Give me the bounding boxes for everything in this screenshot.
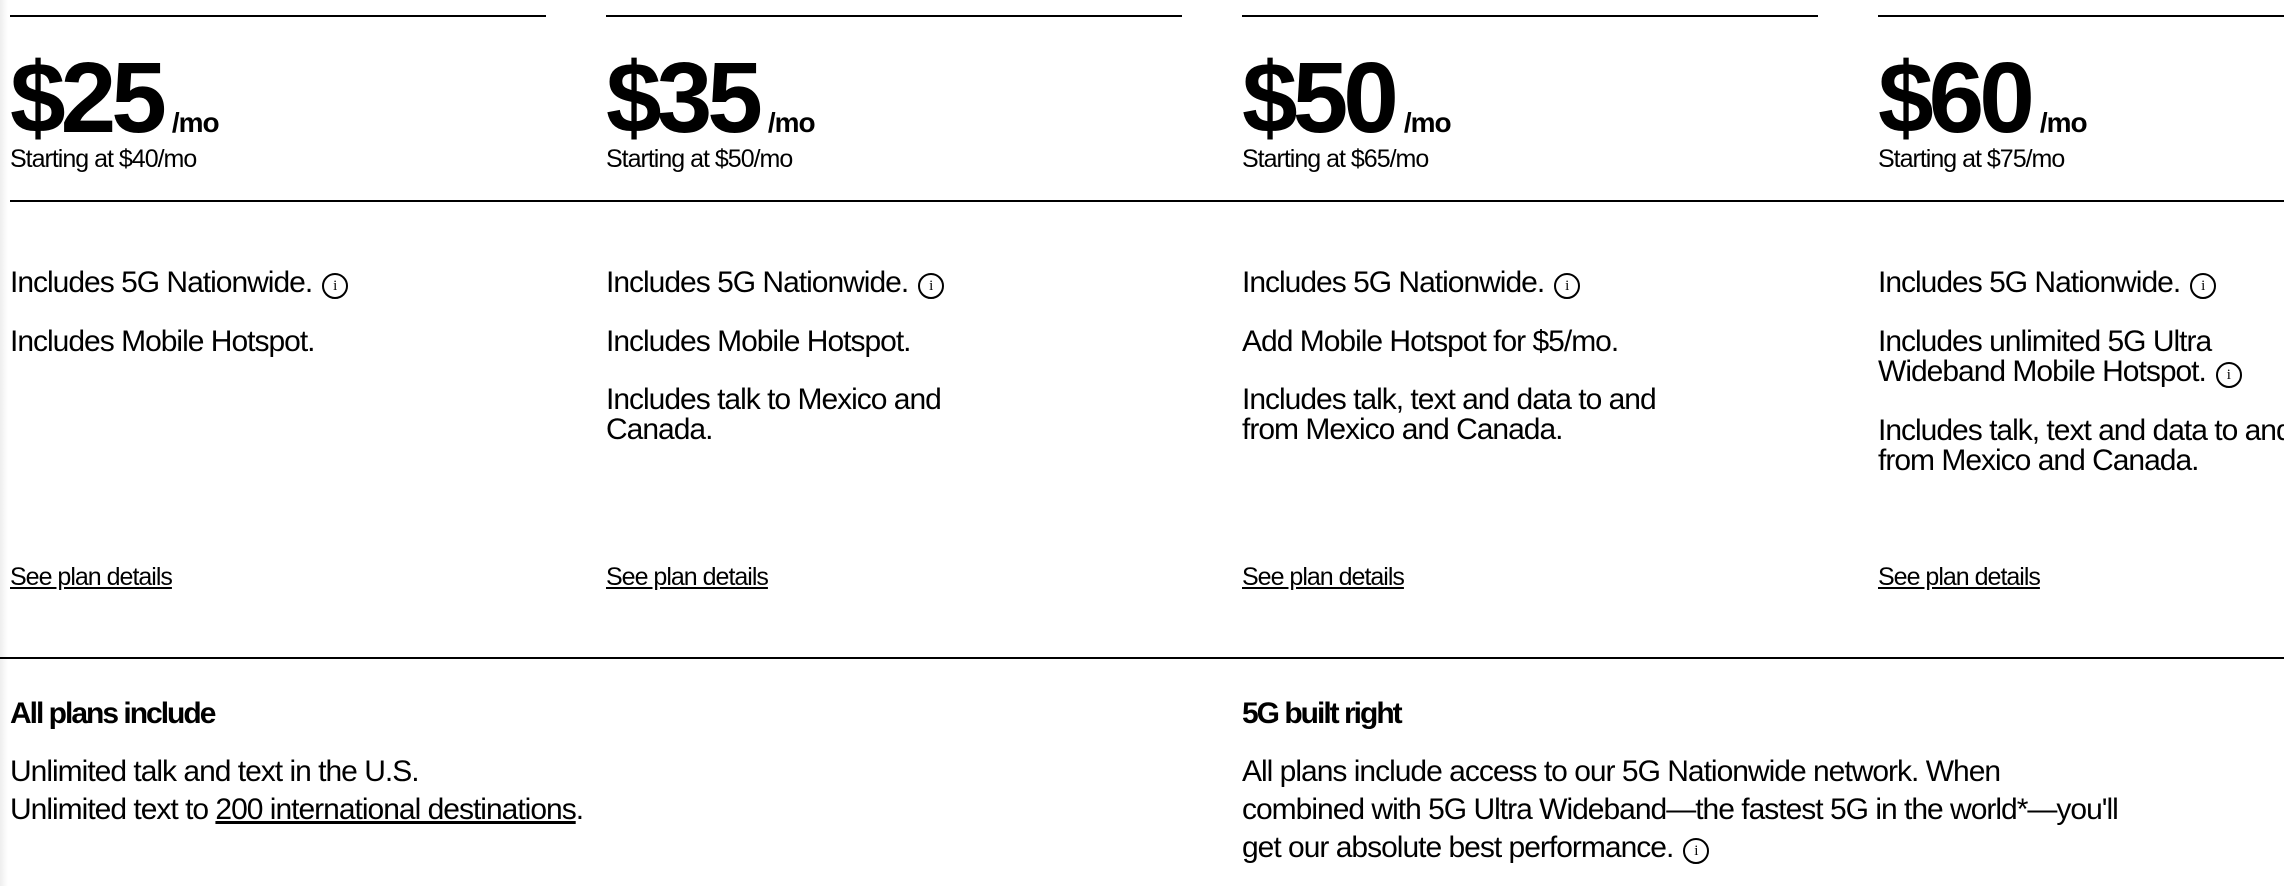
- international-destinations-link[interactable]: 200 international destinations: [215, 793, 576, 826]
- plan-card: $35/mo Starting at $50/mo Includes 5G Na…: [606, 0, 1222, 640]
- feature-text: Includes Mobile Hotspot.: [606, 325, 912, 358]
- page-edge-shadow: [0, 0, 8, 886]
- plan-feature: Includes Mobile Hotspot.: [10, 327, 430, 357]
- see-plan-details-link[interactable]: See plan details: [1878, 563, 2041, 591]
- plan-features: Includes 5G Nationwide. i Add Mobile Hotsp…: [1242, 268, 1662, 473]
- section-line: Unlimited text to 200 international dest…: [10, 791, 910, 829]
- price-amount: $60: [1878, 42, 2035, 154]
- plan-feature: Includes talk, text and data to and from…: [1242, 385, 1662, 445]
- plan-features: Includes 5G Nationwide. i Includes Mobile …: [606, 268, 1026, 473]
- see-plan-details-link[interactable]: See plan details: [1242, 563, 1405, 591]
- price-period: /mo: [1403, 107, 1452, 138]
- feature-text: Includes unlimited 5G Ultra Wideband Mob…: [1878, 325, 2212, 388]
- plan-card: $60/mo Starting at $75/mo Includes 5G Na…: [1878, 0, 2284, 640]
- section-title: 5G built right: [1242, 697, 1403, 730]
- all-plans-include-section: All plans include Unlimited talk and tex…: [10, 697, 910, 829]
- plan-feature: Includes 5G Nationwide. i: [1878, 268, 2284, 299]
- plan-features: Includes 5G Nationwide. i Includes unlimit…: [1878, 268, 2284, 504]
- plan-feature: Add Mobile Hotspot for $5/mo.: [1242, 327, 1662, 357]
- info-icon[interactable]: i: [1683, 838, 1710, 864]
- see-plan-details-link[interactable]: See plan details: [606, 563, 769, 591]
- feature-text: Includes talk, text and data to and from…: [1878, 414, 2284, 477]
- starting-price: Starting at $75/mo: [1878, 145, 2065, 173]
- plan-price: $60/mo: [1878, 48, 2088, 148]
- plan-feature: Includes unlimited 5G Ultra Wideband Mob…: [1878, 327, 2284, 388]
- text: All plans include access to our 5G Natio…: [1242, 755, 2119, 864]
- plan-price: $25/mo: [10, 48, 220, 148]
- plan-card: $50/mo Starting at $65/mo Includes 5G Na…: [1242, 0, 1858, 640]
- plan-card: $25/mo Starting at $40/mo Includes 5G Na…: [10, 0, 586, 640]
- price-period: /mo: [2039, 107, 2088, 138]
- text: .: [575, 793, 584, 826]
- feature-text: Includes Mobile Hotspot.: [10, 325, 316, 358]
- plan-top-rule: [1878, 15, 2284, 17]
- price-period: /mo: [767, 107, 816, 138]
- section-title: All plans include: [10, 697, 216, 730]
- 5g-built-right-section: 5G built right All plans include access …: [1242, 697, 2122, 867]
- starting-price: Starting at $65/mo: [1242, 145, 1429, 173]
- divider: [10, 200, 2284, 202]
- plan-top-rule: [606, 15, 1182, 17]
- feature-text: Includes talk, text and data to and from…: [1242, 383, 1657, 446]
- starting-price: Starting at $50/mo: [606, 145, 793, 173]
- info-icon[interactable]: i: [322, 273, 349, 299]
- feature-text: Add Mobile Hotspot for $5/mo.: [1242, 325, 1619, 358]
- starting-price: Starting at $40/mo: [10, 145, 197, 173]
- info-icon[interactable]: i: [1554, 273, 1581, 299]
- plan-feature: Includes talk, text and data to and from…: [1878, 416, 2284, 476]
- section-body: All plans include access to our 5G Natio…: [1242, 753, 2122, 867]
- plan-feature: Includes 5G Nationwide. i: [606, 268, 1026, 299]
- info-icon[interactable]: i: [918, 273, 945, 299]
- info-icon[interactable]: i: [2190, 273, 2217, 299]
- plan-price: $35/mo: [606, 48, 816, 148]
- price-period: /mo: [171, 107, 220, 138]
- feature-text: Includes 5G Nationwide.: [1242, 266, 1545, 299]
- plan-feature: Includes talk to Mexico and Canada.: [606, 385, 1026, 445]
- plan-feature: Includes 5G Nationwide. i: [10, 268, 430, 299]
- price-amount: $35: [606, 42, 763, 154]
- plan-features: Includes 5G Nationwide. i Includes Mobile …: [10, 268, 430, 385]
- plan-feature: Includes Mobile Hotspot.: [606, 327, 1026, 357]
- feature-text: Includes 5G Nationwide.: [1878, 266, 2181, 299]
- plan-feature: Includes 5G Nationwide. i: [1242, 268, 1662, 299]
- info-icon[interactable]: i: [2215, 362, 2242, 388]
- plan-top-rule: [1242, 15, 1818, 17]
- feature-text: Includes 5G Nationwide.: [10, 266, 313, 299]
- price-amount: $25: [10, 42, 167, 154]
- divider: [0, 657, 2284, 659]
- plan-price: $50/mo: [1242, 48, 1452, 148]
- feature-text: Includes talk to Mexico and Canada.: [606, 383, 942, 446]
- plan-top-rule: [10, 15, 546, 17]
- feature-text: Includes 5G Nationwide.: [606, 266, 909, 299]
- price-amount: $50: [1242, 42, 1399, 154]
- see-plan-details-link[interactable]: See plan details: [10, 563, 173, 591]
- section-line: Unlimited talk and text in the U.S.: [10, 755, 420, 788]
- text: Unlimited text to: [10, 793, 216, 826]
